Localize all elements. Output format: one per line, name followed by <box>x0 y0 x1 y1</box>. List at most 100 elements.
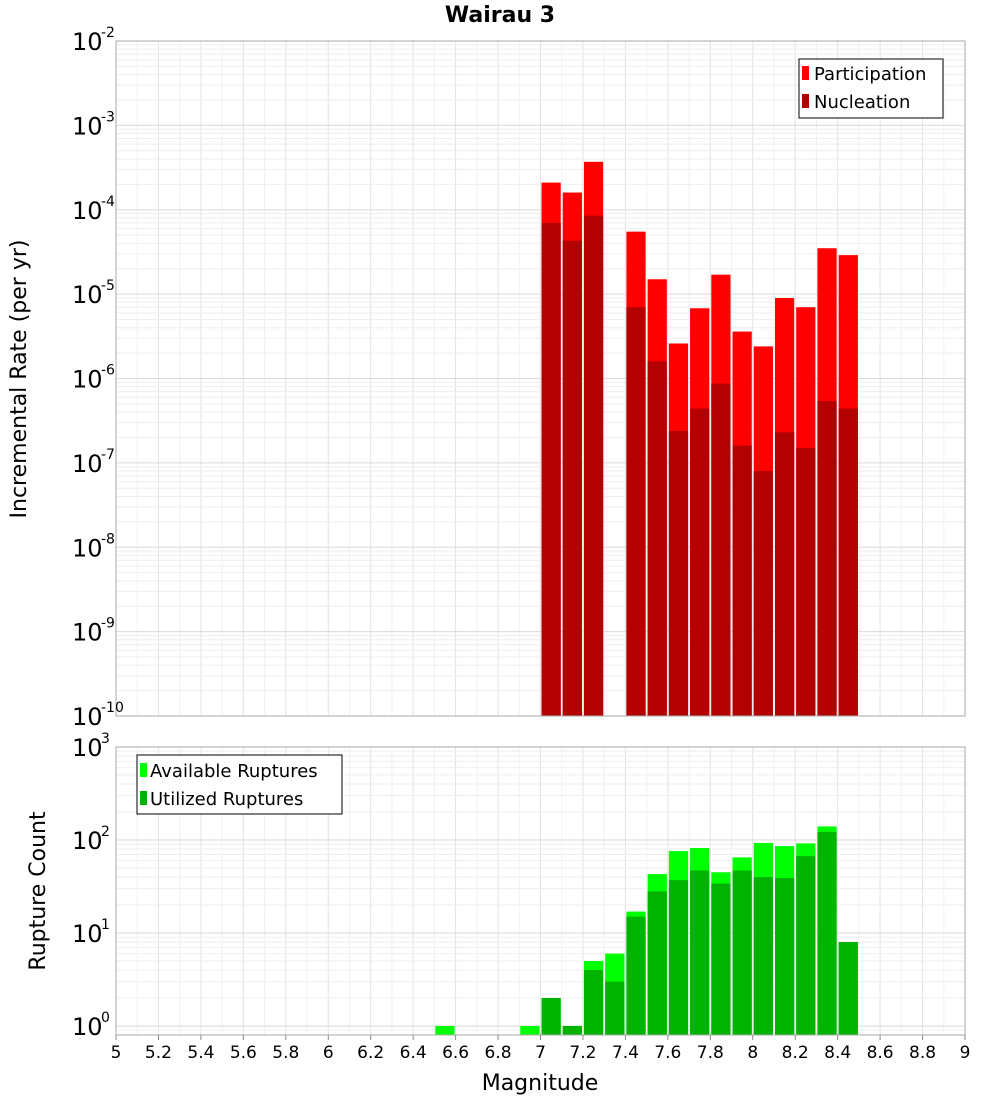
bar-nucleation <box>774 432 795 716</box>
top-legend-box <box>798 58 944 119</box>
y-tick-exponent: -7 <box>101 447 115 463</box>
bar-utilized-ruptures <box>583 969 604 1035</box>
y-tick-base: 10 <box>72 28 103 56</box>
x-tick-label: 5.2 <box>145 1043 172 1063</box>
bar-utilized-ruptures <box>690 870 710 1035</box>
bar-utilized-ruptures <box>562 1025 582 1035</box>
y-tick-base: 10 <box>72 197 103 225</box>
y-tick-label: 10-2 <box>72 25 115 56</box>
legend-swatch-utilized-ruptures <box>140 791 147 805</box>
x-tick-label: 6.8 <box>485 1043 512 1063</box>
x-tick-label: 5.6 <box>230 1043 257 1063</box>
y-tick-label: 10-7 <box>72 447 115 478</box>
top-bars <box>541 161 858 717</box>
y-tick-label: 10-8 <box>72 531 115 562</box>
y-tick-exponent: -2 <box>101 25 115 41</box>
legend-swatch-nucleation <box>802 94 809 108</box>
bar-nucleation <box>562 240 582 717</box>
y-tick-base: 10 <box>72 920 103 948</box>
legend-label-utilized-ruptures: Utilized Ruptures <box>150 789 303 810</box>
y-tick-exponent: -10 <box>101 700 124 716</box>
bar-utilized-ruptures <box>626 916 646 1035</box>
bar-utilized-ruptures <box>753 877 773 1035</box>
bar-nucleation <box>583 215 604 717</box>
y-tick-label: 100 <box>72 1010 110 1041</box>
y-tick-exponent: -8 <box>101 531 115 547</box>
bar-nucleation <box>796 448 816 716</box>
y-tick-base: 10 <box>72 619 103 647</box>
y-tick-exponent: -4 <box>101 194 115 210</box>
x-tick-label: 7.6 <box>654 1043 681 1063</box>
legend-swatch-participation <box>802 66 809 80</box>
y-tick-base: 10 <box>72 450 103 478</box>
x-tick-label: 8.4 <box>824 1043 851 1063</box>
top-grid <box>115 40 966 717</box>
legend-label-nucleation: Nucleation <box>814 92 910 113</box>
top-plot-border <box>115 40 966 717</box>
y-tick-label: 102 <box>72 824 110 855</box>
bar-nucleation <box>626 307 646 716</box>
bar-utilized-ruptures <box>732 870 752 1035</box>
x-tick-label: 6.2 <box>357 1043 384 1063</box>
x-tick-label: 7.4 <box>612 1043 639 1063</box>
bar-nucleation <box>838 408 858 716</box>
bottom-bars <box>435 826 858 1035</box>
x-tick-label: 6.6 <box>442 1043 469 1063</box>
chart-title: Wairau 3 <box>445 3 555 28</box>
x-tick-label: 9 <box>960 1043 971 1063</box>
legend-label-available-ruptures: Available Ruptures <box>150 761 318 782</box>
bar-utilized-ruptures <box>541 997 561 1035</box>
y-tick-label: 10-4 <box>72 194 115 225</box>
bar-available-ruptures <box>520 1025 540 1035</box>
x-tick-label: 5 <box>111 1043 122 1063</box>
bar-nucleation <box>690 408 710 716</box>
legend-label-participation: Participation <box>814 64 926 85</box>
y-tick-exponent: 3 <box>101 731 110 747</box>
bottom-legend: Available Ruptures Utilized Ruptures <box>136 754 343 815</box>
y-tick-label: 10-5 <box>72 278 115 309</box>
y-tick-base: 10 <box>72 366 103 394</box>
bar-nucleation <box>753 471 773 716</box>
y-tick-base: 10 <box>72 281 103 309</box>
bottom-legend-box <box>136 754 343 815</box>
bar-nucleation <box>732 445 752 716</box>
x-tick-label: 8.6 <box>867 1043 894 1063</box>
y-tick-label: 103 <box>72 731 110 762</box>
y-tick-exponent: -9 <box>101 616 115 632</box>
y-tick-base: 10 <box>72 1013 103 1041</box>
x-tick-labels: 5 5.2 5.4 5.6 5.8 6 6.2 6.4 6.6 6.8 7 7.2 7.4 7.6 7.8 8… <box>111 1035 971 1063</box>
y-tick-base: 10 <box>72 112 103 140</box>
y-tick-exponent: 2 <box>101 824 110 840</box>
x-tick-label: 5.8 <box>272 1043 299 1063</box>
x-tick-label: 7.8 <box>697 1043 724 1063</box>
x-tick-label: 6.4 <box>400 1043 427 1063</box>
x-tick-label: 7 <box>535 1043 546 1063</box>
x-tick-label: 8 <box>747 1043 758 1063</box>
y-tick-label: 10-9 <box>72 616 115 647</box>
y-tick-exponent: 1 <box>101 917 110 933</box>
y-tick-exponent: -3 <box>101 109 115 125</box>
bar-utilized-ruptures <box>711 883 731 1035</box>
y-tick-base: 10 <box>72 827 103 855</box>
y-tick-exponent: 0 <box>101 1010 110 1026</box>
bar-utilized-ruptures <box>605 981 625 1035</box>
x-tick-label: 5.4 <box>187 1043 214 1063</box>
bar-utilized-ruptures <box>774 878 795 1035</box>
bar-utilized-ruptures <box>796 856 816 1035</box>
top-legend: Participation Nucleation <box>798 58 944 119</box>
bottom-y-axis-label: Rupture Count <box>26 811 51 971</box>
y-tick-base: 10 <box>72 734 103 762</box>
bar-utilized-ruptures <box>817 831 837 1035</box>
y-tick-exponent: -6 <box>101 363 115 379</box>
bar-utilized-ruptures <box>647 891 667 1035</box>
bar-nucleation <box>817 401 837 716</box>
y-tick-exponent: -5 <box>101 278 115 294</box>
bar-utilized-ruptures <box>838 942 858 1035</box>
x-tick-label: 6 <box>323 1043 334 1063</box>
bar-utilized-ruptures <box>668 880 689 1035</box>
